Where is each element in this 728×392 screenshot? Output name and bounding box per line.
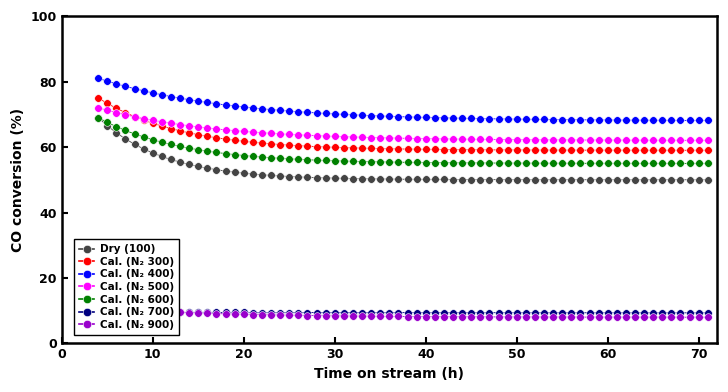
Y-axis label: CO conversion (%): CO conversion (%) (11, 108, 25, 252)
X-axis label: Time on stream (h): Time on stream (h) (314, 367, 464, 381)
Legend: Dry (100), Cal. (N₂ 300), Cal. (N₂ 400), Cal. (N₂ 500), Cal. (N₂ 600), Cal. (N₂ : Dry (100), Cal. (N₂ 300), Cal. (N₂ 400),… (74, 239, 179, 335)
